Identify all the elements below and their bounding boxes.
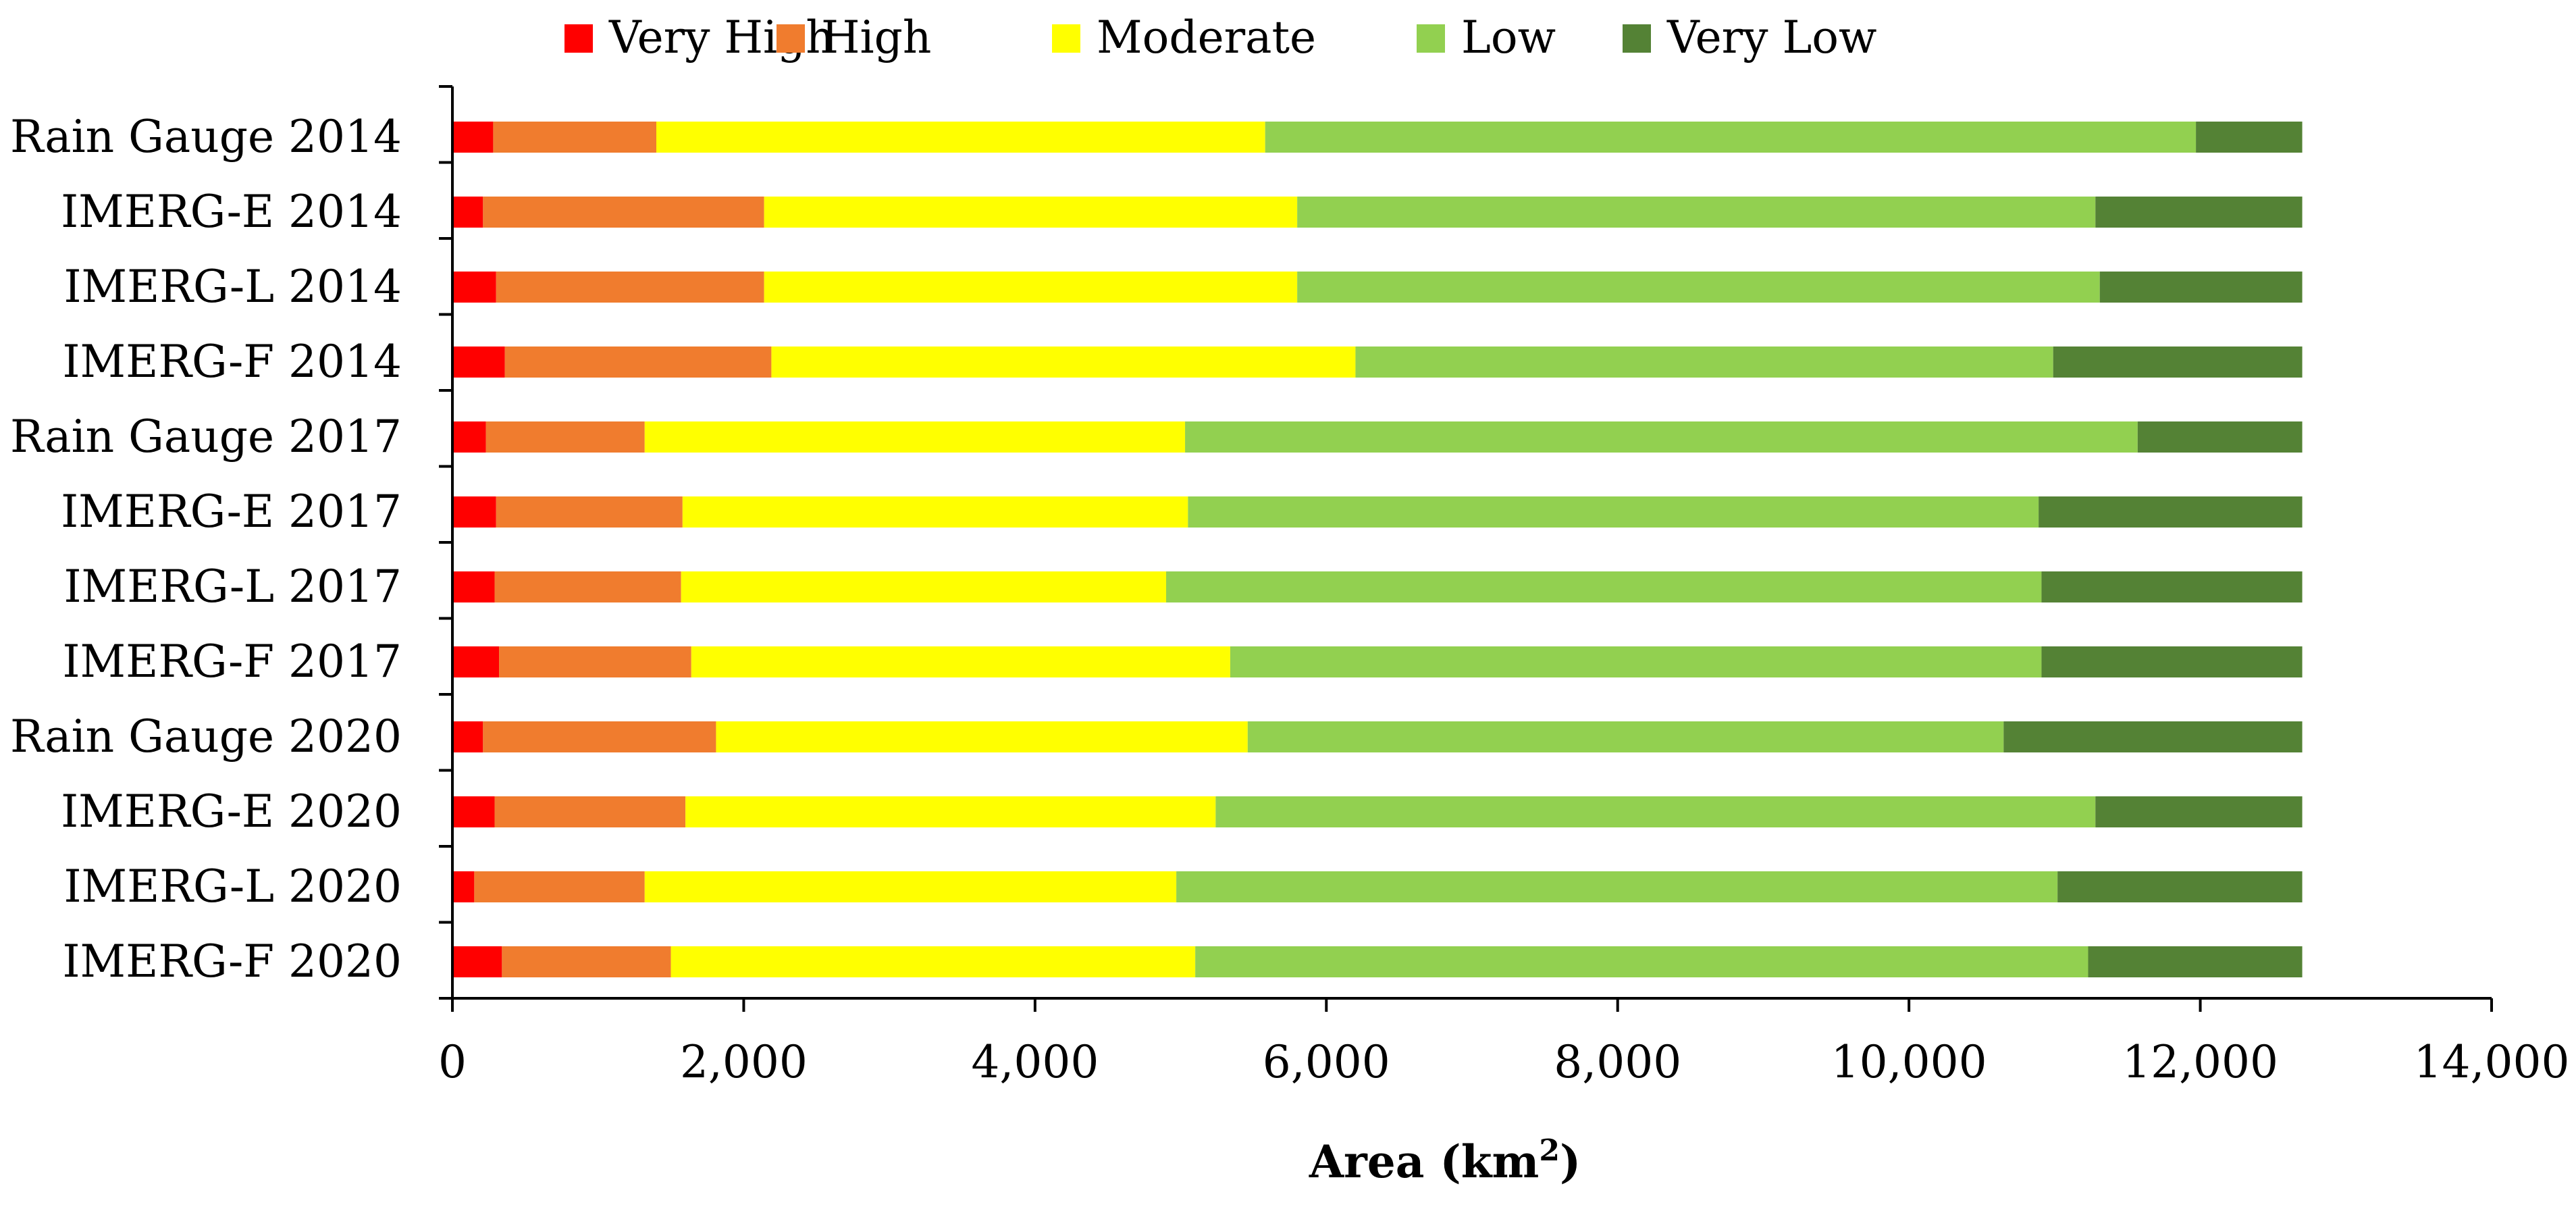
bar-low-0 (1265, 122, 2197, 153)
bar-very-low-9 (2095, 796, 2303, 827)
bar-moderate-0 (656, 122, 1265, 153)
bar-low-3 (1355, 346, 2053, 378)
legend-swatch-high (777, 24, 805, 53)
x-tick-label: 8,000 (1554, 1036, 1681, 1088)
x-axis-title-close: ) (1560, 1135, 1581, 1188)
bar-low-1 (1297, 197, 2096, 228)
category-label: IMERG-F 2014 (62, 336, 402, 388)
x-tick-label: 6,000 (1263, 1036, 1390, 1088)
bar-high-11 (502, 946, 671, 977)
legend-label-moderate: Moderate (1097, 11, 1316, 63)
bar-very-high-11 (452, 946, 502, 977)
bar-moderate-11 (671, 946, 1196, 977)
legend-label-high: High (821, 11, 931, 63)
x-axis-title-main: Area (km (1309, 1135, 1540, 1188)
bar-low-9 (1215, 796, 2096, 827)
bar-moderate-4 (644, 421, 1186, 453)
x-tick-label: 2,000 (680, 1036, 808, 1088)
bars (452, 122, 2303, 977)
bar-high-0 (493, 122, 656, 153)
category-label: Rain Gauge 2014 (10, 111, 402, 163)
bar-very-high-10 (452, 871, 475, 902)
x-axis-title: Area (km2) (1309, 1133, 1581, 1189)
bar-moderate-3 (771, 346, 1356, 378)
x-axis-title-sup: 2 (1539, 1133, 1560, 1168)
legend-swatch-moderate (1052, 24, 1080, 53)
bar-very-low-5 (2039, 496, 2303, 528)
legend-swatch-very-high (564, 24, 593, 53)
category-label: IMERG-L 2017 (63, 561, 402, 613)
x-tick-label: 4,000 (971, 1036, 1099, 1088)
bar-high-6 (494, 571, 681, 602)
bar-low-5 (1188, 496, 2039, 528)
x-tick-label: 10,000 (1831, 1036, 1987, 1088)
x-tick-label: 0 (438, 1036, 467, 1088)
bar-high-9 (494, 796, 686, 827)
bar-high-3 (504, 346, 772, 378)
bar-very-low-10 (2057, 871, 2303, 902)
bar-very-high-6 (452, 571, 495, 602)
category-label: IMERG-F 2017 (62, 636, 402, 688)
bar-very-high-7 (452, 646, 500, 677)
bar-high-8 (483, 721, 716, 752)
bar-low-11 (1195, 946, 2088, 977)
bar-high-1 (483, 197, 764, 228)
bar-very-low-11 (2088, 946, 2303, 977)
bar-low-8 (1247, 721, 2004, 752)
bar-very-low-0 (2196, 122, 2303, 153)
category-label: IMERG-L 2014 (63, 261, 402, 313)
category-label: IMERG-F 2020 (62, 935, 402, 987)
bar-low-4 (1185, 421, 2138, 453)
y-ticks (439, 85, 452, 1000)
category-label: IMERG-E 2020 (61, 786, 402, 838)
bar-low-10 (1176, 871, 2058, 902)
bar-very-high-8 (452, 721, 483, 752)
category-label: Rain Gauge 2017 (10, 411, 402, 463)
bar-moderate-7 (691, 646, 1230, 677)
category-label: IMERG-E 2017 (61, 486, 402, 538)
bar-very-high-0 (452, 122, 494, 153)
x-tick-label: 12,000 (2122, 1036, 2278, 1088)
category-labels: Rain Gauge 2014 IMERG-E 2014 IMERG-L 2014 I… (10, 111, 402, 987)
bar-moderate-2 (764, 272, 1298, 303)
bar-high-7 (499, 646, 691, 677)
legend-label-low: Low (1461, 11, 1556, 63)
bar-very-high-2 (452, 272, 496, 303)
bar-moderate-5 (682, 496, 1188, 528)
bar-very-high-9 (452, 796, 495, 827)
bar-moderate-6 (681, 571, 1166, 602)
bar-very-low-6 (2041, 571, 2303, 602)
bar-moderate-1 (764, 197, 1298, 228)
bar-high-4 (485, 421, 645, 453)
legend-swatch-very-low (1623, 24, 1651, 53)
bar-very-low-2 (2099, 272, 2303, 303)
legend-label-very-low: Very Low (1666, 11, 1877, 63)
bar-high-5 (496, 496, 683, 528)
bar-very-high-3 (452, 346, 505, 378)
x-ticks: 0 2,000 4,000 6,000 8,000 10,000 12,000 14,000 (438, 998, 2569, 1088)
bar-moderate-8 (716, 721, 1248, 752)
bar-very-low-4 (2137, 421, 2303, 453)
bar-very-high-4 (452, 421, 486, 453)
x-tick-label: 14,000 (2414, 1036, 2570, 1088)
bar-low-2 (1297, 272, 2100, 303)
category-label: IMERG-L 2020 (63, 861, 402, 913)
bar-moderate-9 (685, 796, 1216, 827)
bar-high-2 (496, 272, 764, 303)
bar-high-10 (474, 871, 645, 902)
category-label: Rain Gauge 2020 (10, 711, 402, 763)
bar-very-low-3 (2053, 346, 2303, 378)
bar-moderate-10 (644, 871, 1177, 902)
bar-very-high-1 (452, 197, 483, 228)
category-label: IMERG-E 2014 (61, 186, 402, 238)
bar-very-high-5 (452, 496, 496, 528)
bar-low-6 (1166, 571, 2042, 602)
bar-low-7 (1230, 646, 2042, 677)
bar-very-low-1 (2095, 197, 2303, 228)
bar-very-low-7 (2041, 646, 2303, 677)
bar-very-low-8 (2003, 721, 2303, 752)
legend-swatch-low (1417, 24, 1445, 53)
